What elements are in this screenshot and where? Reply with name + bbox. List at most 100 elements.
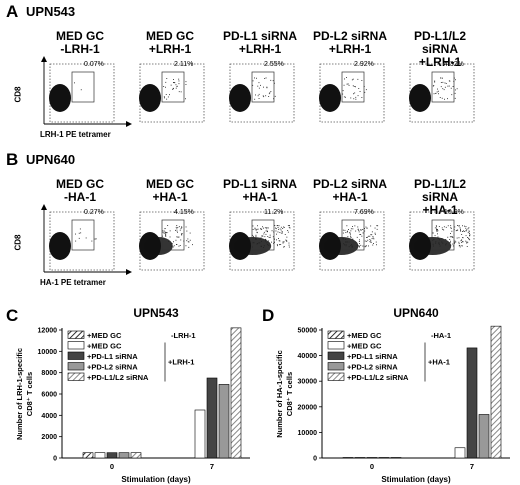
scatter-events (75, 228, 97, 242)
panel-letter-c: C (6, 306, 19, 325)
bar (82, 452, 94, 459)
panel-letter-b: B (6, 150, 19, 169)
scatter-events (432, 225, 471, 248)
flow-plot-title-line2: +LRH-1 (148, 42, 192, 56)
gate-box (161, 71, 185, 103)
flow-x-axis-label: HA-1 PE tetramer (40, 278, 106, 287)
legend-swatch (67, 341, 85, 350)
gate-percent: 2.92% (354, 61, 374, 68)
flow-plot (229, 211, 295, 271)
chart-title: UPN543 (133, 306, 179, 320)
flow-plot-title-line2: +LRH-1 (328, 42, 372, 56)
x-axis-arrow (44, 269, 132, 275)
cell-population (319, 84, 341, 112)
y-tick-label: 0 (313, 456, 317, 463)
bar (354, 457, 366, 459)
bar-chart-upn543: UPN543 0 2000 4000 6000 8000 10000 12000 Number … (15, 306, 250, 484)
bar (230, 327, 242, 459)
gate-percent: 4.32% (444, 61, 464, 68)
scatter-events (162, 225, 193, 248)
gate-box (431, 71, 455, 103)
gate-percent: 4.15% (174, 209, 194, 216)
y-axis-label: Number of HA-1-specificCD8⁺ T cells (275, 350, 294, 438)
flow-plot-title-line2: -LRH-1 (60, 42, 100, 56)
y-tick-label: 8000 (41, 370, 57, 377)
flow-plot-title-line2: +HA-1 (422, 203, 458, 217)
chart-title: UPN640 (393, 306, 439, 320)
bar-chart-upn640: UPN640 0 10000 20000 30000 40000 50000 Number o… (275, 306, 510, 484)
flow-plot-frame (139, 211, 205, 271)
bar (94, 452, 106, 459)
flow-plot-frame (409, 63, 475, 123)
scatter-events (252, 225, 291, 248)
x-tick-label: 0 (110, 462, 114, 471)
bar (206, 377, 218, 459)
x-axis-label: Stimulation (days) (121, 475, 191, 484)
legend-swatch (67, 351, 85, 360)
flow-plot-frame (139, 63, 205, 123)
gate-box (71, 219, 95, 251)
panel-letter-a: A (6, 2, 19, 21)
legend-entry: +MED GC (347, 342, 382, 351)
cell-population (409, 84, 431, 112)
legend-swatch (327, 341, 345, 350)
gate-percent: 10.9% (444, 209, 464, 216)
gate-percent: 2.11% (174, 61, 194, 68)
flow-plot-title-line1: PD-L1 siRNA (222, 177, 297, 191)
bar (106, 452, 118, 459)
y-tick-label: 30000 (298, 379, 318, 386)
flow-plot-title-line2: +LRH-1 (238, 42, 282, 56)
x-tick-label: 7 (470, 462, 474, 471)
legend-group-pos: +LRH-1 (168, 358, 194, 367)
bar (478, 414, 490, 459)
legend-entry: +PD-L1 siRNA (347, 352, 398, 361)
flow-plot-title: MED GC -LRH-1 (40, 30, 120, 56)
x-tick-label: 7 (210, 462, 214, 471)
cell-population (229, 84, 251, 112)
y-tick-label: 6000 (41, 392, 57, 399)
scatter-events (342, 225, 379, 248)
flow-plot-frame (319, 211, 385, 271)
y-axis-arrow (41, 56, 47, 124)
legend-group-pos: +HA-1 (428, 358, 450, 367)
flow-plot (409, 211, 475, 271)
flow-plot-title-line1: MED GC (56, 177, 104, 191)
flow-plot-frame (49, 63, 115, 123)
gate-box (251, 219, 275, 251)
cell-population (49, 232, 71, 260)
gate-box (251, 71, 275, 103)
bar (390, 457, 402, 459)
flow-plot-title-line1: PD-L1/L2 siRNA (413, 29, 466, 56)
y-tick-label: 0 (53, 456, 57, 463)
bar (490, 325, 502, 459)
flow-plot-title-line1: MED GC (56, 29, 104, 43)
legend-entry: +PD-L2 siRNA (87, 363, 138, 372)
flow-plot-title: PD-L1 siRNA +LRH-1 (220, 30, 300, 56)
flow-plot (409, 63, 475, 123)
bar (378, 457, 390, 459)
y-tick-label: 20000 (298, 404, 318, 411)
flow-plot (319, 63, 385, 123)
flow-plot-title: MED GC +LRH-1 (130, 30, 210, 56)
y-tick-label: 10000 (38, 349, 58, 356)
flow-plot-title: PD-L1/L2 siRNA +HA-1 (400, 178, 480, 217)
flow-plot-frame (229, 63, 295, 123)
scatter-events (163, 78, 187, 100)
flow-plot (139, 211, 205, 271)
scatter-events (252, 77, 276, 100)
flow-plot-frame (319, 63, 385, 123)
y-axis-label: Number of LRH-1-specificCD8⁺ T cells (15, 348, 34, 440)
flow-y-axis-label: CD8 (13, 234, 23, 251)
bar (454, 447, 466, 459)
y-tick-label: 4000 (41, 413, 57, 420)
flow-plot (49, 63, 115, 123)
bar (130, 452, 142, 459)
scatter-events (342, 77, 367, 100)
gate-box (431, 219, 455, 251)
legend-swatch (67, 372, 85, 381)
bar (218, 384, 230, 459)
y-tick-label: 12000 (38, 328, 58, 335)
y-tick-label: 2000 (41, 434, 57, 441)
flow-plot-title-line2: +LRH-1 (418, 55, 462, 69)
cell-population-tail (144, 237, 173, 255)
